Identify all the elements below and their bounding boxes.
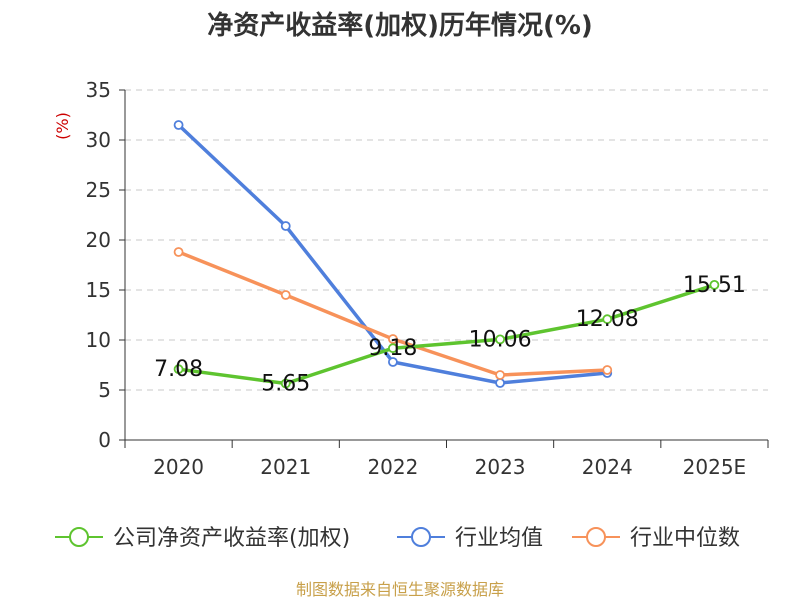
data-labels: 7.08 5.65 9.18 10.06 12.08 15.51: [154, 273, 746, 397]
x-tick-label-2020: 2020: [153, 455, 204, 479]
series-0-point-2022: [388, 343, 398, 354]
series-2-point-2024: [602, 365, 613, 375]
x-tick-label-2025E: 2025E: [683, 455, 747, 479]
source-note: 制图数据来自恒生聚源数据库: [296, 580, 504, 599]
series-0-point-2025E: [709, 279, 720, 290]
series-line-0: [176, 283, 717, 386]
series-0-point-2021: [280, 378, 291, 389]
data-label-2022: 9.18: [368, 336, 417, 361]
series-1-point-2021: [280, 221, 291, 231]
y-tick-label-15: 15: [86, 278, 111, 302]
y-tick-label-30: 30: [86, 128, 111, 152]
legend-label-0: 公司净资产收益率(加权): [113, 526, 350, 551]
data-label-2024: 12.08: [576, 307, 639, 332]
series-0-point-2020: [173, 364, 184, 375]
legend-swatch-marker-1: [411, 527, 431, 547]
series-1-point-2020: [173, 120, 184, 130]
legend-item-2: 行业中位数: [572, 526, 740, 551]
x-tick-label-2021: 2021: [260, 455, 311, 479]
legend-item-1: 行业均值: [397, 526, 543, 551]
series-1-point-2023: [495, 378, 505, 388]
series-2-point-2022: [388, 334, 398, 344]
series-layer: [173, 120, 720, 389]
series-2-point-2023: [495, 370, 505, 380]
x-tick-label-2023: 2023: [475, 455, 526, 479]
chart-title: 净资产收益率(加权)历年情况(%): [207, 10, 593, 41]
y-tick-label-10: 10: [86, 328, 111, 352]
series-1-point-2022: [388, 357, 398, 367]
y-tick-label-25: 25: [86, 178, 111, 202]
legend-label-1: 行业均值: [455, 526, 543, 551]
x-tick-label-2022: 2022: [367, 455, 418, 479]
legend-label-2: 行业中位数: [630, 526, 740, 551]
y-tick-label-35: 35: [86, 78, 111, 102]
data-label-2023: 10.06: [469, 327, 532, 352]
series-0-point-2023: [495, 334, 505, 345]
y-tick-label-20: 20: [86, 228, 111, 252]
series-0-point-2024: [602, 314, 613, 325]
series-2-point-2020: [173, 247, 184, 257]
legend-swatch-marker-2: [586, 527, 606, 547]
data-label-2021: 5.65: [261, 372, 310, 397]
data-label-2025E: 15.51: [683, 273, 746, 298]
series-2-point-2021: [280, 290, 291, 300]
legend-item-0: 公司净资产收益率(加权): [55, 526, 350, 551]
grid-lines: [125, 89, 768, 391]
x-tick-label-2024: 2024: [582, 455, 633, 479]
legend-swatch-marker-0: [69, 527, 89, 547]
axes: 0 5 10 15 20 25 30 35 2020 2021 2022 2023 2024 2025E: [86, 78, 769, 479]
y-axis-unit: (%): [53, 112, 72, 140]
y-tick-label-0: 0: [98, 428, 111, 452]
data-label-2020: 7.08: [154, 357, 203, 382]
y-tick-label-5: 5: [98, 378, 111, 402]
legend: 公司净资产收益率(加权) 行业均值 行业中位数: [55, 526, 740, 551]
